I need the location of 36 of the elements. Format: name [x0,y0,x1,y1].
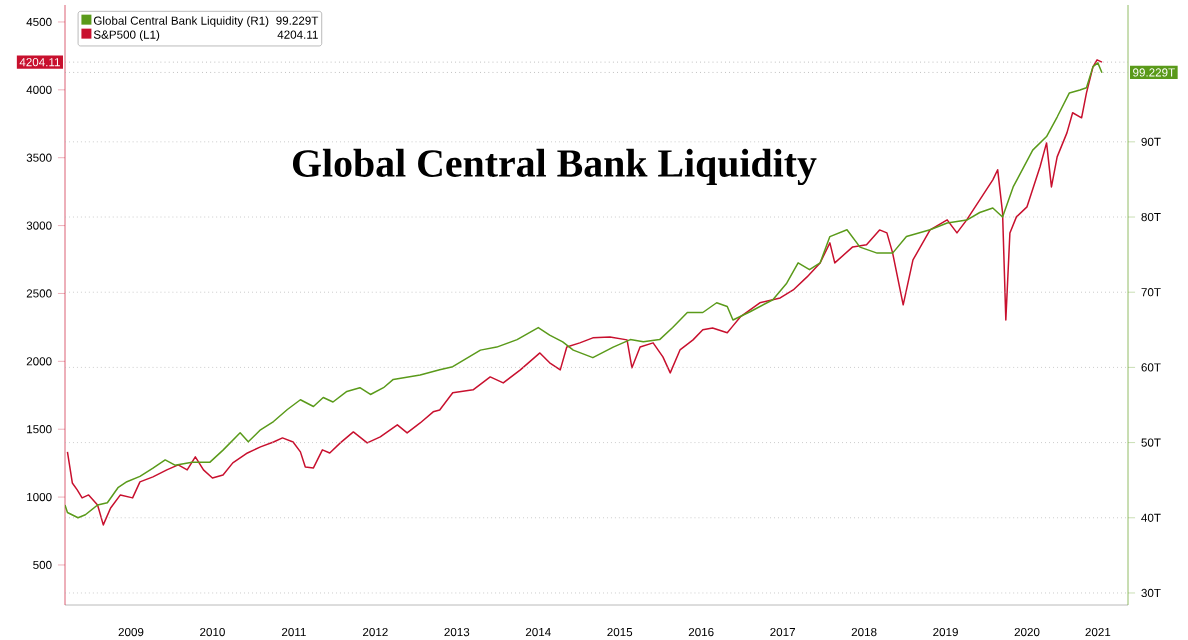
y2-tick-label: 70T [1141,288,1161,297]
y-tick-label: 2000 [26,357,52,366]
x-tick-label: 2015 [607,627,633,637]
y2-tick-label: 80T [1141,212,1161,222]
annotation: 4204.11 [277,30,318,39]
y-tick-label: 4500 [26,17,52,27]
y-tick-label: 1500 [27,425,52,434]
x-tick-label: 2012 [363,627,388,637]
x-tick-label: 2010 [200,627,225,637]
y-tick-label: 1000 [27,492,52,502]
y2-tick-label: 60T [1141,363,1161,372]
y-tick-label: 2500 [26,289,52,298]
y2-tick-label: 90T [1141,137,1161,146]
x-tick-label: 2011 [281,627,306,637]
y2-tick-label: 30T [1141,588,1161,598]
x-tick-label: 2009 [118,627,144,637]
y-tick-label: 500 [33,560,52,570]
annotation: 99.229T [276,16,319,25]
y2-tick-label: 50T [1141,438,1161,447]
x-tick-label: 2019 [933,627,958,637]
y-tick-label: 3000 [26,221,52,230]
y-tick-label: 4000 [26,85,52,94]
x-tick-label: 2017 [770,627,795,637]
x-tick-label: 2020 [1014,627,1040,637]
x-tick-label: 2018 [851,627,877,637]
text: Global Central Bank Liquidity [292,148,817,186]
legend-label: S&P500 (L1) [93,30,160,42]
x-tick-label: 2016 [688,627,714,637]
legend-label: Global Central Bank Liquidity (R1) [93,16,269,28]
y-tick-label: 3500 [26,153,52,162]
ref-line-label: 4204.11 [19,58,60,67]
y2-tick-label: 40T [1141,513,1161,522]
x-tick-label: 2021 [1085,627,1111,637]
x-tick-label: 2014 [525,627,551,637]
ref-line-label: 99.229T [1133,68,1175,77]
x-tick-label: 2013 [444,627,470,637]
